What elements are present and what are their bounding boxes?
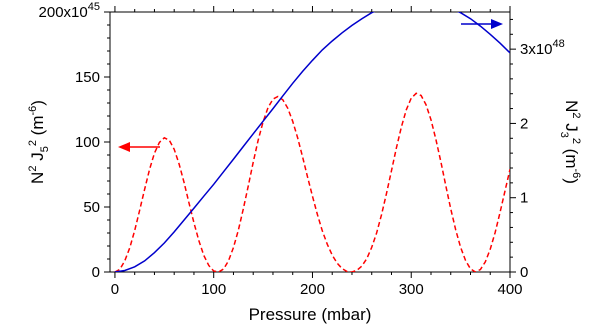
y-left-tick-label: 0 [92, 264, 100, 281]
y-axis-label-left: N2 J52 (m-6) [27, 100, 51, 184]
arrows-layer [118, 19, 503, 152]
y-left-tick-label: 100 [75, 134, 100, 151]
x-tick-label: 0 [111, 281, 119, 298]
x-tick-label: 400 [497, 281, 522, 298]
y-left-tick-label: 200x1045 [39, 1, 100, 21]
x-tick-label: 300 [399, 281, 424, 298]
y-right-tick-label: 1 [520, 190, 528, 207]
left-axis-indicator-arrowhead [118, 142, 130, 152]
series-line-right-axis [114, 12, 510, 272]
y-left-tick-label: 50 [83, 199, 100, 216]
right-axis-indicator-arrowhead [491, 19, 503, 29]
x-tick-label: 100 [201, 281, 226, 298]
x-tick-label: 200 [300, 281, 325, 298]
x-axis-label: Pressure (mbar) [249, 305, 372, 324]
y-right-tick-label: 0 [520, 264, 528, 281]
series-line-left-axis [114, 92, 510, 272]
y-axis-label-right: N2 J32 (m-6) [558, 100, 582, 184]
y-left-tick-label: 150 [75, 69, 100, 86]
y-right-tick-label: 3x1048 [520, 38, 565, 58]
y-right-tick-label: 2 [520, 115, 528, 132]
series-layer [114, 12, 510, 272]
